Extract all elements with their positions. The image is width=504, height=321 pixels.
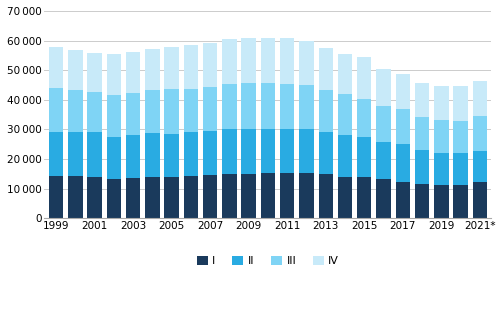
Bar: [319, 174, 333, 218]
Bar: [434, 153, 449, 185]
Bar: [107, 178, 121, 218]
Bar: [338, 135, 352, 177]
Bar: [454, 121, 468, 153]
Bar: [261, 128, 275, 173]
Bar: [183, 45, 198, 89]
Bar: [145, 90, 160, 133]
Bar: [183, 176, 198, 218]
Bar: [261, 38, 275, 83]
Bar: [376, 69, 391, 106]
Bar: [338, 177, 352, 218]
Bar: [49, 176, 64, 218]
Bar: [396, 74, 410, 109]
Bar: [241, 129, 256, 174]
Bar: [183, 132, 198, 176]
Bar: [434, 120, 449, 153]
Bar: [87, 177, 102, 218]
Bar: [145, 48, 160, 90]
Bar: [454, 185, 468, 218]
Bar: [280, 128, 294, 173]
Bar: [241, 39, 256, 83]
Bar: [107, 55, 121, 95]
Bar: [357, 178, 371, 218]
Bar: [280, 38, 294, 83]
Bar: [126, 52, 140, 93]
Bar: [415, 184, 429, 218]
Bar: [49, 88, 64, 132]
Bar: [376, 178, 391, 218]
Bar: [415, 83, 429, 117]
Bar: [319, 90, 333, 132]
Bar: [473, 117, 487, 152]
Bar: [126, 178, 140, 218]
Bar: [434, 185, 449, 218]
Bar: [396, 182, 410, 218]
Bar: [222, 129, 237, 174]
Bar: [222, 174, 237, 218]
Bar: [203, 43, 217, 87]
Bar: [415, 117, 429, 151]
Bar: [183, 89, 198, 132]
Bar: [107, 95, 121, 137]
Bar: [319, 132, 333, 174]
Bar: [396, 144, 410, 182]
Bar: [357, 99, 371, 137]
Bar: [68, 90, 83, 132]
Bar: [87, 53, 102, 91]
Bar: [203, 175, 217, 218]
Bar: [87, 91, 102, 132]
Bar: [164, 177, 179, 218]
Bar: [415, 151, 429, 184]
Bar: [299, 40, 313, 85]
Bar: [126, 93, 140, 135]
Bar: [68, 132, 83, 176]
Bar: [454, 153, 468, 185]
Bar: [145, 133, 160, 177]
Bar: [299, 173, 313, 218]
Bar: [473, 182, 487, 218]
Bar: [280, 173, 294, 218]
Bar: [473, 152, 487, 182]
Bar: [203, 131, 217, 175]
Bar: [338, 94, 352, 135]
Bar: [280, 83, 294, 128]
Bar: [68, 50, 83, 90]
Bar: [338, 54, 352, 94]
Bar: [222, 84, 237, 129]
Bar: [357, 137, 371, 178]
Bar: [68, 176, 83, 218]
Bar: [241, 83, 256, 129]
Bar: [164, 134, 179, 177]
Bar: [376, 143, 391, 178]
Bar: [454, 86, 468, 121]
Bar: [49, 48, 64, 88]
Bar: [164, 47, 179, 89]
Bar: [203, 87, 217, 131]
Bar: [222, 39, 237, 84]
Bar: [357, 57, 371, 99]
Bar: [261, 83, 275, 128]
Bar: [434, 86, 449, 120]
Bar: [299, 129, 313, 173]
Bar: [261, 173, 275, 218]
Bar: [473, 81, 487, 117]
Bar: [145, 177, 160, 218]
Bar: [376, 106, 391, 143]
Legend: I, II, III, IV: I, II, III, IV: [192, 252, 344, 271]
Bar: [87, 132, 102, 177]
Bar: [126, 135, 140, 178]
Bar: [396, 109, 410, 144]
Bar: [241, 174, 256, 218]
Bar: [319, 48, 333, 90]
Bar: [49, 132, 64, 176]
Bar: [299, 85, 313, 129]
Bar: [164, 89, 179, 134]
Bar: [107, 137, 121, 178]
